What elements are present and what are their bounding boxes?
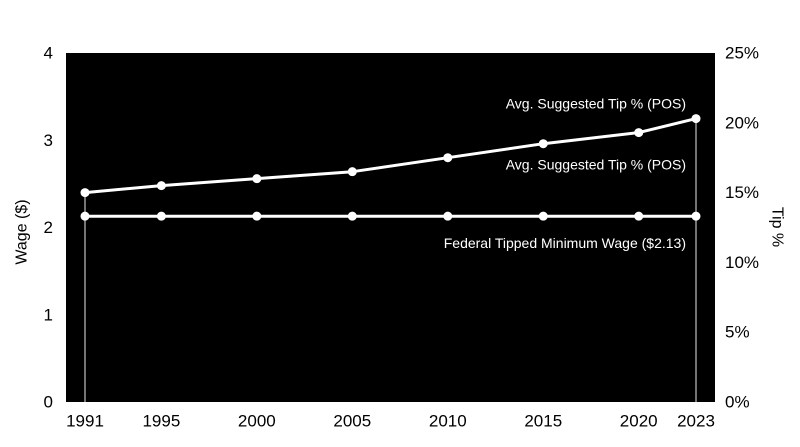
x-axis: 1991 1995 2000 2005 2010 2015 2020 2023	[66, 412, 715, 431]
federal-tipped-minimum-wage-2-13-point	[252, 211, 262, 221]
plot-area	[66, 53, 715, 402]
federal-tipped-minimum-wage-2-13-point	[80, 211, 90, 221]
x-tick-label: 2023	[677, 412, 715, 431]
avg-suggested-tip-pos-point	[252, 174, 262, 184]
y-tick-label-left: 0	[44, 393, 53, 412]
federal-tipped-minimum-wage-2-13-point	[691, 211, 701, 221]
series-label: Avg. Suggested Tip % (POS)	[506, 157, 686, 173]
avg-suggested-tip-pos-line	[83, 117, 698, 195]
y-tick-label-right: 25%	[725, 44, 759, 63]
avg-suggested-tip-pos-point	[347, 167, 357, 177]
y-axis-left: 0 1 2 3 4	[44, 44, 53, 412]
avg-suggested-tip-pos-point	[443, 153, 453, 163]
y-tick-label-right: 0%	[725, 393, 750, 412]
federal-tipped-minimum-wage-2-13-point	[538, 211, 548, 221]
avg-suggested-tip-pos-point	[634, 128, 644, 138]
federal-tipped-minimum-wage-2-13-point	[443, 211, 453, 221]
federal-tipped-minimum-wage-2-13-point	[634, 211, 644, 221]
federal-tipped-minimum-wage-2-13-point	[156, 211, 166, 221]
avg-suggested-tip-pos-point	[80, 188, 90, 198]
series-label: Avg. Suggested Tip % (POS)	[506, 96, 686, 112]
y-tick-label-left: 1	[44, 305, 53, 324]
y-axis-title-right: Tip %	[769, 207, 786, 247]
y-axis-title-left: Wage ($)	[14, 199, 31, 264]
y-axis-right: 0% 5% 10% 15% 20% 25%	[725, 44, 759, 412]
series-label: Federal Tipped Minimum Wage ($2.13)	[444, 235, 686, 251]
y-tick-label-right: 10%	[725, 253, 759, 272]
drop-lines	[84, 118, 697, 402]
x-tick-label: 2000	[238, 412, 276, 431]
y-tick-label-left: 3	[44, 131, 53, 150]
federal-tipped-minimum-wage-2-13-point	[347, 211, 357, 221]
x-tick-label: 2005	[333, 412, 371, 431]
x-tick-label: 2020	[620, 412, 658, 431]
series-layer	[80, 114, 701, 221]
avg-suggested-tip-pos-point	[156, 181, 166, 191]
y-tick-label-left: 4	[44, 44, 53, 63]
y-tick-label-right: 20%	[725, 113, 759, 132]
series-labels: Avg. Suggested Tip % (POS) Avg. Suggested…	[444, 96, 686, 252]
avg-suggested-tip-pos-point	[538, 139, 548, 149]
avg-suggested-tip-pos-point	[691, 114, 701, 124]
x-tick-label: 1991	[66, 412, 104, 431]
x-tick-label: 2015	[524, 412, 562, 431]
y-tick-label-left: 2	[44, 218, 53, 237]
x-tick-label: 2010	[429, 412, 467, 431]
x-tick-label: 1995	[142, 412, 180, 431]
y-tick-label-right: 15%	[725, 183, 759, 202]
y-tick-label-right: 5%	[725, 323, 750, 342]
